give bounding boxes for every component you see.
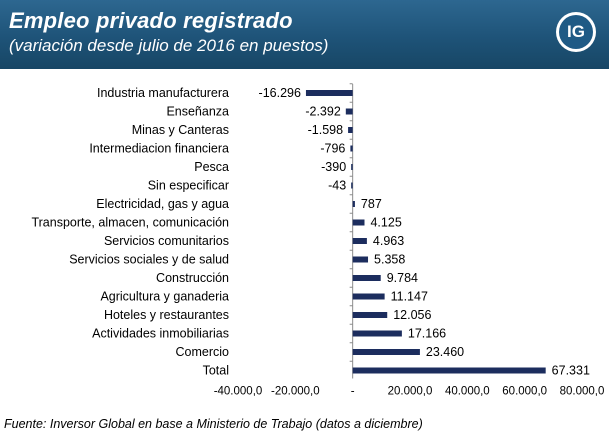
ig-logo: IG <box>556 12 596 52</box>
category-label: Intermediacion financiera <box>89 142 229 156</box>
source-note: Fuente: Inversor Global en base a Minist… <box>4 417 423 431</box>
x-tick-label: - <box>351 386 355 398</box>
x-tick-label: 80.000,0 <box>560 386 605 398</box>
data-label: 11.147 <box>391 290 428 304</box>
category-label: Industria manufacturera <box>97 86 229 100</box>
bar <box>351 164 353 170</box>
category-label: Transporte, almacen, comunicación <box>31 216 229 230</box>
data-label: 17.166 <box>408 327 446 341</box>
x-tick-label: -40.000,0 <box>214 386 263 398</box>
category-label: Total <box>203 364 229 378</box>
data-label: -390 <box>321 160 346 174</box>
bar <box>352 238 367 244</box>
data-label: -796 <box>320 142 345 156</box>
category-label: Pesca <box>194 160 229 174</box>
bar <box>352 367 546 374</box>
data-label: -1.598 <box>308 123 343 137</box>
bar <box>350 145 353 152</box>
x-tick-label: 40.000,0 <box>445 386 490 398</box>
bar <box>305 90 353 96</box>
bar <box>345 108 353 115</box>
bar <box>352 293 385 300</box>
bar <box>348 127 353 133</box>
data-label: 67.331 <box>552 364 590 378</box>
chart-title: Empleo privado registrado <box>9 8 293 33</box>
data-label: -16.296 <box>259 86 301 100</box>
bar <box>352 219 365 226</box>
x-tick-label: 20.000,0 <box>388 386 433 398</box>
category-label: Electricidad, gas y agua <box>96 197 229 211</box>
bar <box>352 330 402 337</box>
category-label: Comercio <box>176 345 230 359</box>
x-tick-label: -20.000,0 <box>271 386 320 398</box>
chart-subtitle: (variación desde julio de 2016 en puesto… <box>9 36 329 55</box>
category-label: Minas y Canteras <box>132 123 229 137</box>
data-label: -43 <box>328 179 346 193</box>
data-label: 23.460 <box>426 345 464 359</box>
data-label: 5.358 <box>374 253 405 267</box>
category-label: Servicios comunitarios <box>104 234 229 248</box>
chart-header: Empleo privado registrado (variación des… <box>0 0 609 69</box>
category-label: Hoteles y restaurantes <box>104 308 229 322</box>
category-label: Actividades inmobiliarias <box>92 327 229 341</box>
category-label: Agricultura y ganaderia <box>100 290 229 304</box>
bar-chart: Industria manufacturera -16.296 Enseñanza -… <box>31 83 605 398</box>
category-label: Sin especificar <box>148 179 229 193</box>
data-label: 4.963 <box>373 234 404 248</box>
category-label: Enseñanza <box>166 105 229 119</box>
category-label: Servicios sociales y de salud <box>69 253 229 267</box>
data-label: 787 <box>361 197 382 211</box>
x-tick-label: 60.000,0 <box>502 386 547 398</box>
bar <box>352 256 369 263</box>
data-label: -2.392 <box>305 105 340 119</box>
bar <box>352 201 355 207</box>
chart-area: Industria manufacturera -16.296 Enseñanza -… <box>0 69 609 409</box>
bar <box>352 275 381 281</box>
data-label: 12.056 <box>393 308 431 322</box>
category-label: Construcción <box>156 271 229 285</box>
data-label: 4.125 <box>370 216 401 230</box>
data-label: 9.784 <box>387 271 418 285</box>
bar <box>351 182 353 189</box>
bar <box>352 349 420 355</box>
bar <box>352 312 388 318</box>
ig-logo-text: IG <box>559 15 593 49</box>
